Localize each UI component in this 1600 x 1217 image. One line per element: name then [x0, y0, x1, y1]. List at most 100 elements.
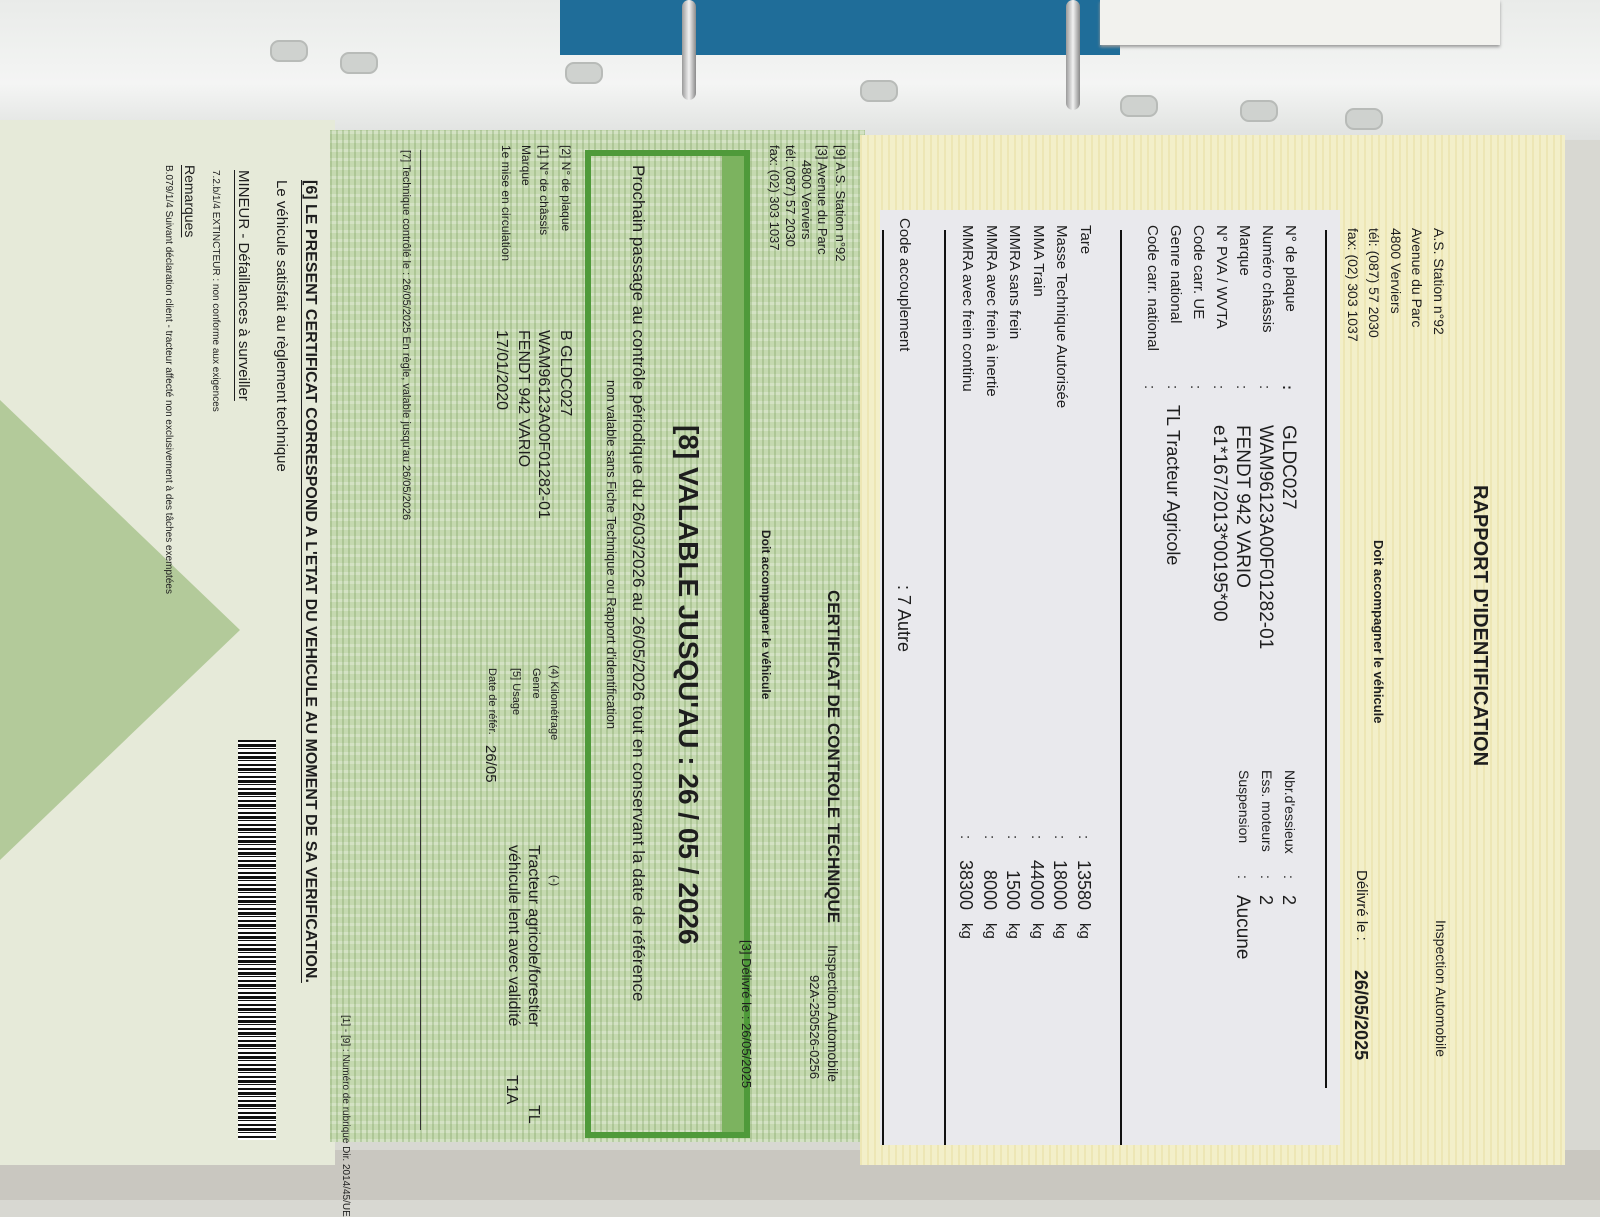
- barcode: [238, 740, 276, 1140]
- satisfies-regulation: Le véhicule satisfait au règlement techn…: [273, 180, 290, 472]
- report-fax: fax: (02) 303 1037: [1345, 228, 1361, 342]
- cert-field-value: 17/01/2020: [493, 330, 510, 411]
- certificate-page: [330, 130, 865, 1142]
- report-address: Avenue du Parc: [1409, 228, 1425, 328]
- cert-fax: fax: (02) 303 1037: [767, 145, 782, 251]
- warning-triangle-graphic: [0, 400, 240, 860]
- binder-ring: [682, 0, 696, 100]
- mass-label: MMRA avec frein continu: [959, 225, 976, 392]
- field-label: N° PVA / WVTA: [1213, 225, 1230, 329]
- field-value: e1*167/2013*00195*00: [1209, 425, 1230, 622]
- report-org: Inspection Automobile: [1433, 920, 1449, 1057]
- report-tel: tél: (087) 57 2030: [1366, 228, 1382, 338]
- cert-field-value: FENDT 942 VARIO: [515, 330, 532, 468]
- valid-until: [8] VALABLE JUSQU'AU : 26 / 05 / 2026: [673, 425, 704, 945]
- mass-unit: kg: [982, 923, 999, 939]
- side-field-label: Ess. moteurs: [1259, 770, 1275, 852]
- report-station: A.S. Station n°92: [1431, 228, 1447, 335]
- field-value: GLDC027: [1278, 425, 1299, 510]
- cert-field-value: WAM96123A00F01282-01: [535, 330, 552, 519]
- field-colon: :: [1075, 835, 1092, 840]
- mass-value: 8000: [980, 870, 1000, 911]
- punch-hole: [1240, 100, 1278, 122]
- field-colon: :: [957, 835, 974, 840]
- cert-station: [9] A.S. Station n°92: [833, 145, 848, 262]
- divider: [1120, 230, 1122, 1145]
- cert-field-label: [1] N° de châssis: [537, 145, 551, 236]
- cert-field-value: véhicule lent avec validité: [505, 845, 522, 1027]
- mass-unit: kg: [1076, 923, 1093, 939]
- mass-unit: kg: [1005, 923, 1022, 939]
- field-colon: :: [1051, 835, 1068, 840]
- cert-field-code: TL: [525, 1105, 542, 1124]
- field-colon: :: [1187, 385, 1204, 390]
- cert-field-label: 1e mise en circulation: [499, 145, 513, 262]
- report-must-accompany: Doit accompagner le véhicule: [1371, 540, 1386, 724]
- cert-issued: [3] Délivré le : 26/05/2025: [739, 940, 754, 1089]
- field-colon: :: [1004, 835, 1021, 840]
- field-label: Code carr. national: [1144, 225, 1161, 351]
- side-field-value: 2: [1279, 895, 1299, 906]
- next-inspection: Prochain passage au contrôle périodique …: [629, 165, 648, 1002]
- binder-ring: [1066, 0, 1080, 110]
- mass-label: Tare: [1077, 225, 1094, 255]
- cert-org: Inspection Automobile: [825, 945, 841, 1082]
- mass-value: 13580: [1074, 860, 1094, 911]
- mass-label: MMA Train: [1030, 225, 1047, 297]
- field-colon: :: [1233, 385, 1250, 390]
- issued-label: Délivré le :: [1353, 870, 1370, 941]
- punch-hole: [860, 80, 898, 102]
- side-field-label: Nbr.d'essieux: [1282, 770, 1298, 854]
- field-value: TL Tracteur Agricole: [1163, 405, 1183, 566]
- paper-stack: [1100, 0, 1500, 45]
- report-city: 4800 Verviers: [1388, 228, 1404, 314]
- cert-title: CERTIFICAT DE CONTROLE TECHNIQUE: [824, 590, 843, 924]
- cert-field-label: (4) Kilométrage: [548, 665, 560, 741]
- field-colon: :: [1164, 385, 1181, 390]
- field-label: N° de plaque: [1282, 225, 1299, 312]
- report-title: RAPPORT D'IDENTIFICATION: [1469, 485, 1491, 767]
- mass-label: MMRA sans frein: [1006, 225, 1023, 340]
- field-value: FENDT 942 VARIO: [1232, 425, 1253, 588]
- minor-defects-heading: MINEUR - Défaillances à surveiller: [235, 170, 252, 401]
- punch-hole: [565, 62, 603, 84]
- side-field-value: Aucune: [1232, 895, 1253, 960]
- mass-label: MMRA avec frein à inertie: [983, 225, 1000, 397]
- blue-folder: [560, 0, 1120, 55]
- field-colon: :: [1210, 385, 1227, 390]
- mass-unit: kg: [958, 923, 975, 939]
- field-colon: :: [1235, 875, 1251, 879]
- mass-value: 38300: [956, 860, 976, 911]
- cert-statement: [6] LE PRESENT CERTIFICAT CORRESPOND A L…: [302, 180, 319, 983]
- cert-field-label: [2] N° de plaque: [559, 145, 573, 232]
- cert-address: [3] Avenue du Parc: [815, 145, 830, 255]
- field-colon: :: [1141, 385, 1158, 390]
- punch-hole: [270, 40, 308, 62]
- punch-hole: [1345, 108, 1383, 130]
- punch-hole: [340, 52, 378, 74]
- side-field-label: Suspension: [1236, 770, 1252, 844]
- cert-field-label: Marque: [519, 145, 533, 186]
- cert-field-value: (-): [548, 875, 560, 886]
- mass-unit: kg: [1029, 923, 1046, 939]
- issued-date: 26/05/2025: [1351, 970, 1371, 1061]
- cert-field-label: [5] Usage: [510, 668, 522, 716]
- coupling-label: Code accouplement: [896, 218, 913, 352]
- field-colon: :: [1256, 385, 1273, 390]
- field-label: Genre national: [1167, 225, 1184, 324]
- field-colon: :: [1258, 875, 1274, 879]
- field-colon: :: [981, 835, 998, 840]
- field-label: Code carr. UE: [1190, 225, 1207, 320]
- remarks-heading: Remarques: [182, 165, 198, 238]
- cert-tel: tél: (087) 57 2030: [783, 145, 798, 247]
- mass-value: 44000: [1027, 860, 1047, 911]
- cert-field-value: 26/05: [482, 745, 499, 783]
- divider: [1325, 230, 1327, 1088]
- mass-label: Masse Technique Autorisée: [1053, 225, 1070, 409]
- not-valid-notice: non valable sans Fiche Technique ou Rapp…: [604, 380, 619, 730]
- cert-field-code: T1A: [503, 1075, 520, 1105]
- cert-field-label: Genre: [530, 668, 542, 699]
- cert-reference: 92A-250526-0256: [807, 975, 822, 1080]
- cert-field-value: Tracteur agricole/forestier: [525, 845, 542, 1027]
- field-colon: :: [1279, 385, 1296, 390]
